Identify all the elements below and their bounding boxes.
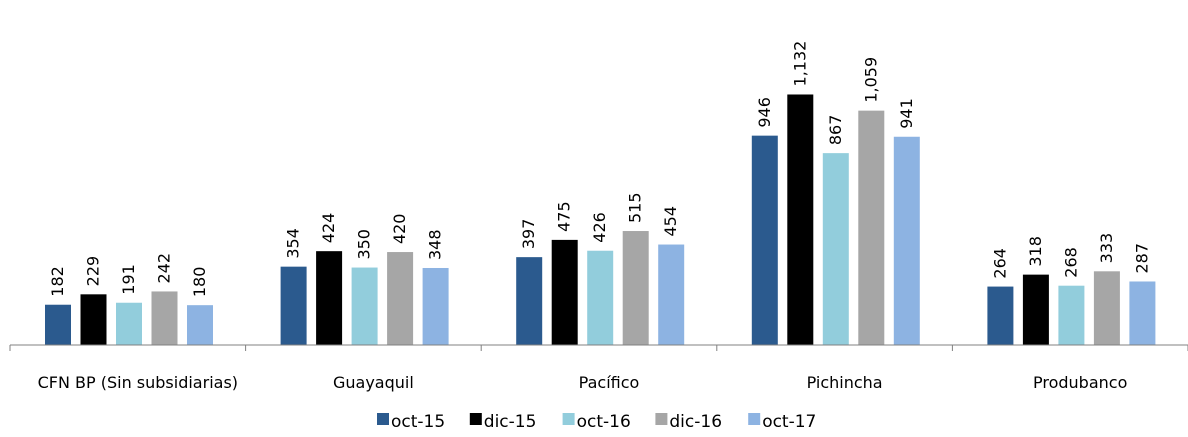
bar-dic-16-0 <box>151 291 178 345</box>
value-label: 1,132 <box>790 41 809 87</box>
bar-oct-17-3 <box>893 136 920 345</box>
value-label: 420 <box>390 214 409 245</box>
value-label: 946 <box>755 97 774 128</box>
value-label: 182 <box>48 266 67 297</box>
legend-label: oct-17 <box>762 412 816 432</box>
legend-item-oct-16: oct-16 <box>562 412 631 432</box>
value-label: 287 <box>1132 243 1151 274</box>
bar-oct-17-1 <box>422 267 449 345</box>
value-label: 1,059 <box>861 57 880 103</box>
bar-oct-16-2 <box>587 250 614 345</box>
value-label: 941 <box>897 98 916 129</box>
value-label: 354 <box>284 228 303 259</box>
legend-swatch <box>562 413 575 425</box>
value-label: 475 <box>555 201 574 232</box>
bar-oct-15-3 <box>751 135 778 345</box>
bar-oct-15-4 <box>987 286 1014 345</box>
value-label: 229 <box>84 256 103 287</box>
bar-dic-16-4 <box>1093 271 1120 345</box>
value-label: 348 <box>426 229 445 260</box>
bar-dic-15-3 <box>787 94 814 345</box>
category-label: Guayaquil <box>333 373 414 392</box>
value-label: 397 <box>519 219 538 250</box>
legend-label: oct-15 <box>391 412 445 432</box>
bar-oct-15-2 <box>516 257 543 345</box>
bar-oct-16-3 <box>822 153 849 345</box>
bar-oct-17-2 <box>658 244 685 345</box>
bar-dic-16-1 <box>387 252 414 345</box>
value-label: 424 <box>319 213 338 244</box>
category-label: Pichincha <box>807 373 883 392</box>
bar-oct-16-0 <box>116 302 142 345</box>
value-label: 867 <box>826 115 845 146</box>
legend-swatch <box>655 413 668 425</box>
bar-oct-15-0 <box>45 304 71 345</box>
legend-swatch <box>377 413 389 425</box>
value-label: 180 <box>190 267 209 298</box>
category-label: Produbanco <box>1033 373 1127 392</box>
value-labels-layer: 182 229 191 242 180 354 424 350 420 348 397 475 426 5… <box>48 41 1151 297</box>
bar-oct-16-4 <box>1058 285 1085 345</box>
value-label: 268 <box>1061 247 1080 278</box>
value-label: 242 <box>155 253 174 284</box>
bar-oct-17-0 <box>187 305 213 345</box>
legend-label: dic-15 <box>484 412 537 432</box>
value-label: 350 <box>355 229 374 260</box>
legend-swatch <box>469 413 482 425</box>
legend-item-oct-17: oct-17 <box>748 412 816 432</box>
category-label: CFN BP (Sin subsidiarias) <box>38 373 238 392</box>
bar-dic-16-2 <box>622 231 649 345</box>
category-labels-layer: CFN BP (Sin subsidiarias) Guayaquil Pacífi… <box>38 373 1128 392</box>
bars-layer <box>45 94 1156 345</box>
value-label: 333 <box>1097 233 1116 264</box>
value-label: 454 <box>661 206 680 237</box>
value-label: 318 <box>1026 236 1045 267</box>
legend-item-dic-16: dic-16 <box>655 412 722 432</box>
value-label: 191 <box>119 264 138 295</box>
legend-item-oct-15: oct-15 <box>377 412 445 432</box>
bar-dic-15-2 <box>551 239 578 345</box>
category-label: Pacífico <box>579 373 640 392</box>
legend-item-dic-15: dic-15 <box>469 412 537 432</box>
legend-label: dic-16 <box>669 412 722 432</box>
bar-dic-16-3 <box>858 110 885 345</box>
legend-label: oct-16 <box>577 412 631 432</box>
legend: oct-15 dic-15 oct-16 dic-16 oct-17 <box>377 412 816 432</box>
value-label: 264 <box>990 248 1009 279</box>
legend-swatch <box>748 413 761 425</box>
bar-oct-17-4 <box>1129 281 1156 345</box>
value-label: 515 <box>626 192 645 223</box>
value-label: 426 <box>590 212 609 243</box>
bar-oct-15-1 <box>280 266 307 345</box>
bar-oct-16-1 <box>351 267 378 345</box>
bar-dic-15-1 <box>316 251 343 345</box>
x-axis-ticks <box>9 345 1188 351</box>
bar-dic-15-4 <box>1022 274 1049 345</box>
bar-dic-15-0 <box>80 294 107 345</box>
